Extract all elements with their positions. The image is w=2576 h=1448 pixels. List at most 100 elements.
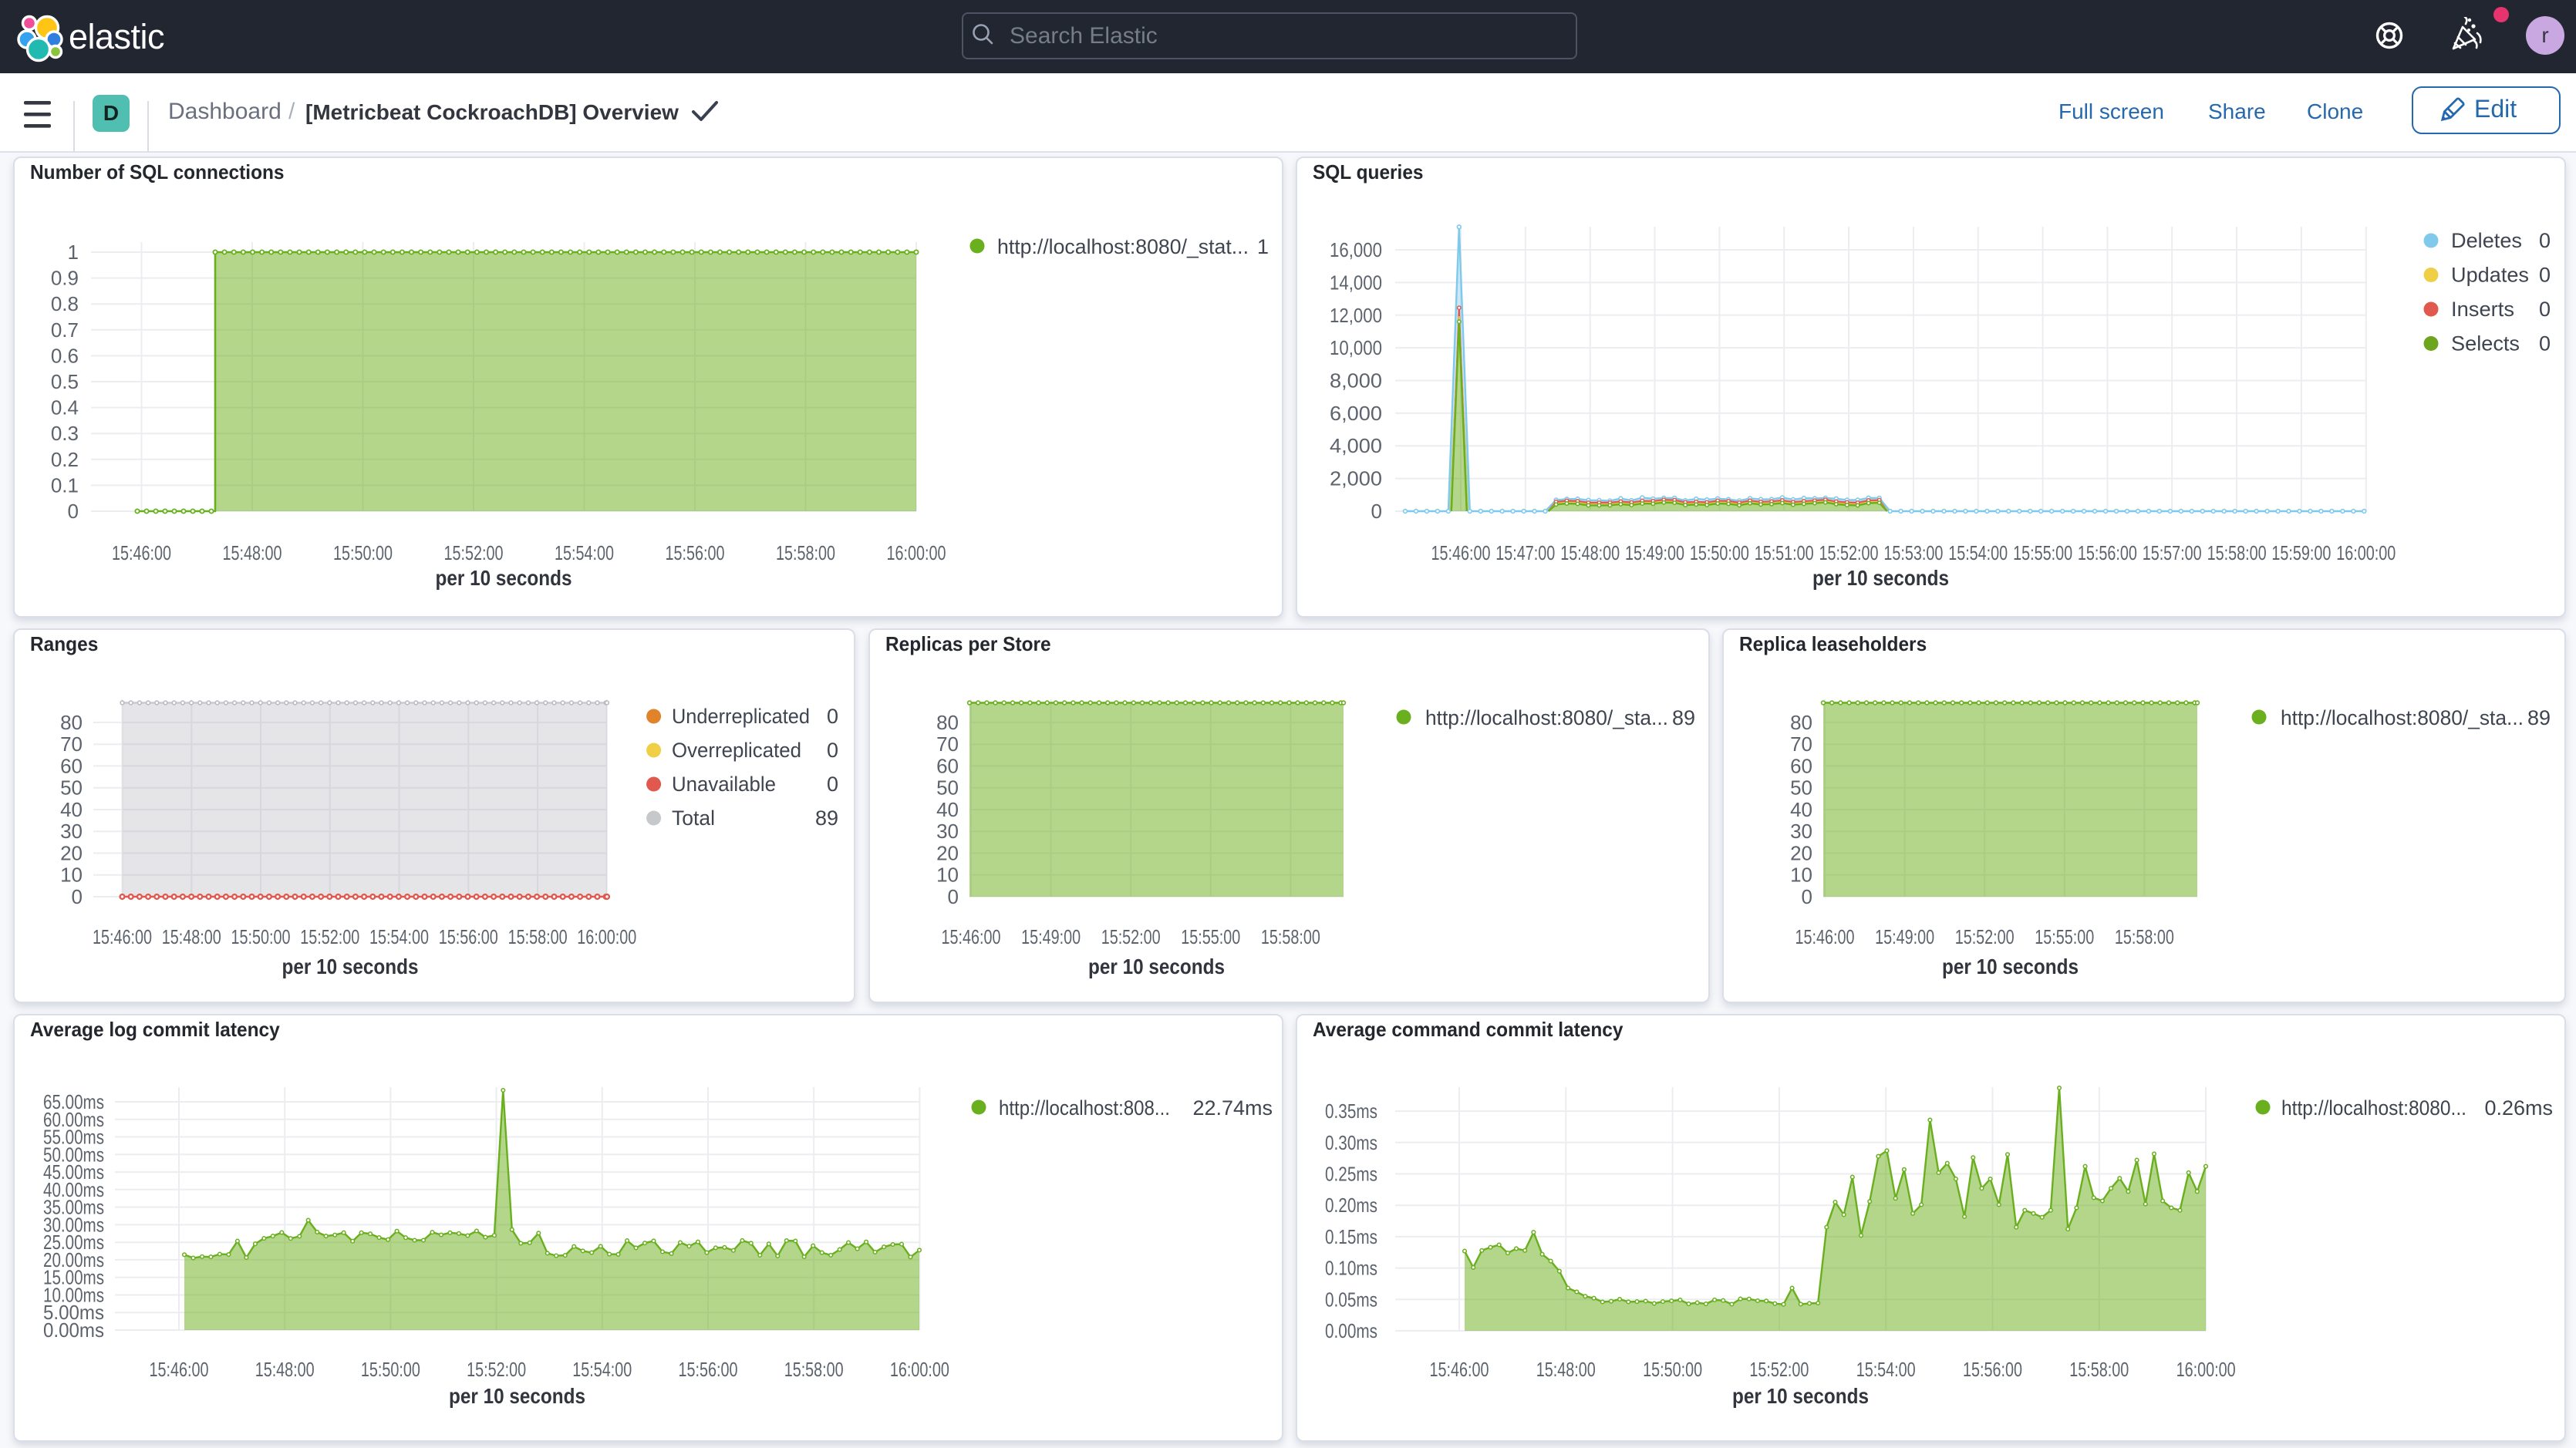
svg-text:70: 70 <box>60 732 83 756</box>
svg-text:http://localhost:8080...: http://localhost:8080... <box>2281 1096 2466 1120</box>
svg-text:10: 10 <box>936 864 959 887</box>
svg-text:30: 30 <box>936 820 959 843</box>
svg-text:70: 70 <box>936 732 959 756</box>
svg-text:4,000: 4,000 <box>1330 434 1382 457</box>
svg-text:15:58:00: 15:58:00 <box>784 1358 844 1381</box>
svg-text:15:55:00: 15:55:00 <box>1181 925 1240 948</box>
svg-text:45.00ms: 45.00ms <box>43 1160 104 1184</box>
svg-text:Inserts: Inserts <box>2451 298 2514 321</box>
svg-text:22.74ms: 22.74ms <box>1192 1096 1273 1120</box>
svg-text:2,000: 2,000 <box>1330 467 1382 490</box>
svg-text:per 10 seconds: per 10 seconds <box>1812 566 1949 590</box>
svg-text:50: 50 <box>1790 776 1812 800</box>
svg-text:15:59:00: 15:59:00 <box>2271 541 2331 564</box>
svg-text:15:50:00: 15:50:00 <box>231 925 291 948</box>
svg-text:60: 60 <box>1790 754 1812 777</box>
svg-text:10,000: 10,000 <box>1330 336 1382 359</box>
svg-text:http://localhost:8080/_sta...: http://localhost:8080/_sta... <box>1425 706 1668 729</box>
svg-text:Total: Total <box>672 807 715 830</box>
svg-text:15:52:00: 15:52:00 <box>1819 541 1879 564</box>
svg-text:per 10 seconds: per 10 seconds <box>1732 1384 1869 1408</box>
svg-text:12,000: 12,000 <box>1330 304 1382 327</box>
svg-text:0.8: 0.8 <box>51 292 79 315</box>
svg-text:20: 20 <box>936 842 959 865</box>
svg-text:0: 0 <box>2539 264 2551 287</box>
svg-text:15:46:00: 15:46:00 <box>942 925 1001 948</box>
svg-text:15:52:00: 15:52:00 <box>1749 1358 1809 1381</box>
svg-text:per 10 seconds: per 10 seconds <box>449 1384 585 1408</box>
svg-text:0: 0 <box>1802 885 1812 908</box>
svg-text:30.00ms: 30.00ms <box>43 1213 104 1236</box>
svg-text:14,000: 14,000 <box>1330 271 1382 294</box>
svg-text:30: 30 <box>1790 820 1812 843</box>
svg-text:89: 89 <box>2527 706 2551 729</box>
svg-text:15:56:00: 15:56:00 <box>666 541 725 564</box>
svg-text:15:52:00: 15:52:00 <box>467 1358 526 1381</box>
svg-text:Underreplicated: Underreplicated <box>672 705 810 728</box>
svg-text:16:00:00: 16:00:00 <box>2336 541 2396 564</box>
svg-text:10: 10 <box>60 864 83 887</box>
svg-text:15:46:00: 15:46:00 <box>1431 541 1491 564</box>
svg-text:0.30ms: 0.30ms <box>1325 1131 1377 1154</box>
svg-text:16:00:00: 16:00:00 <box>2176 1358 2236 1381</box>
svg-text:0: 0 <box>2539 298 2551 321</box>
svg-text:15:48:00: 15:48:00 <box>162 925 221 948</box>
svg-text:15:54:00: 15:54:00 <box>1948 541 2008 564</box>
svg-text:0.3: 0.3 <box>51 422 79 445</box>
svg-text:15:50:00: 15:50:00 <box>1643 1358 1702 1381</box>
svg-text:0.00ms: 0.00ms <box>43 1318 104 1342</box>
svg-text:15:48:00: 15:48:00 <box>255 1358 315 1381</box>
svg-text:15:46:00: 15:46:00 <box>150 1358 209 1381</box>
svg-text:0.05ms: 0.05ms <box>1325 1288 1377 1311</box>
svg-text:Overreplicated: Overreplicated <box>672 739 801 762</box>
svg-text:15:48:00: 15:48:00 <box>223 541 282 564</box>
svg-text:10.00ms: 10.00ms <box>43 1284 104 1307</box>
svg-text:15:49:00: 15:49:00 <box>1875 925 1934 948</box>
svg-text:80: 80 <box>936 711 959 734</box>
svg-text:16,000: 16,000 <box>1330 238 1382 261</box>
svg-text:15:58:00: 15:58:00 <box>2207 541 2267 564</box>
svg-text:15:53:00: 15:53:00 <box>1883 541 1943 564</box>
svg-text:55.00ms: 55.00ms <box>43 1126 104 1149</box>
svg-text:15:55:00: 15:55:00 <box>2013 541 2072 564</box>
svg-text:Deletes: Deletes <box>2451 229 2522 252</box>
svg-text:50.00ms: 50.00ms <box>43 1143 104 1166</box>
svg-text:0: 0 <box>72 885 83 908</box>
svg-text:16:00:00: 16:00:00 <box>887 541 946 564</box>
svg-text:40: 40 <box>60 798 83 821</box>
svg-text:20.00ms: 20.00ms <box>43 1248 104 1271</box>
svg-text:15:51:00: 15:51:00 <box>1755 541 1814 564</box>
svg-text:15.00ms: 15.00ms <box>43 1266 104 1289</box>
svg-text:0.26ms: 0.26ms <box>2484 1096 2553 1120</box>
svg-text:0.7: 0.7 <box>51 318 79 342</box>
svg-text:15:56:00: 15:56:00 <box>1963 1358 2022 1381</box>
svg-text:15:54:00: 15:54:00 <box>1856 1358 1916 1381</box>
svg-text:15:52:00: 15:52:00 <box>1955 925 2015 948</box>
svg-text:0.9: 0.9 <box>51 267 79 290</box>
svg-text:15:56:00: 15:56:00 <box>439 925 498 948</box>
svg-text:per 10 seconds: per 10 seconds <box>436 566 572 590</box>
svg-text:0.6: 0.6 <box>51 344 79 367</box>
svg-text:0: 0 <box>827 739 838 762</box>
svg-text:60: 60 <box>60 754 83 777</box>
svg-text:Unavailable: Unavailable <box>672 773 776 796</box>
svg-text:70: 70 <box>1790 732 1812 756</box>
svg-text:40: 40 <box>1790 798 1812 821</box>
svg-text:15:52:00: 15:52:00 <box>1101 925 1161 948</box>
svg-text:15:58:00: 15:58:00 <box>1261 925 1320 948</box>
svg-text:60: 60 <box>936 754 959 777</box>
svg-text:per 10 seconds: per 10 seconds <box>1942 955 2079 978</box>
svg-text:15:56:00: 15:56:00 <box>2078 541 2137 564</box>
svg-text:15:54:00: 15:54:00 <box>572 1358 632 1381</box>
svg-text:15:50:00: 15:50:00 <box>333 541 393 564</box>
svg-text:0.35ms: 0.35ms <box>1325 1099 1377 1123</box>
svg-text:http://localhost:8080/_sta...: http://localhost:8080/_sta... <box>2281 706 2524 729</box>
svg-text:0: 0 <box>827 705 838 728</box>
svg-text:15:54:00: 15:54:00 <box>555 541 614 564</box>
svg-text:20: 20 <box>1790 842 1812 865</box>
svg-text:15:58:00: 15:58:00 <box>776 541 835 564</box>
svg-text:0.00ms: 0.00ms <box>1325 1319 1377 1342</box>
svg-text:15:49:00: 15:49:00 <box>1021 925 1081 948</box>
svg-text:1: 1 <box>1257 235 1269 258</box>
svg-text:25.00ms: 25.00ms <box>43 1231 104 1254</box>
